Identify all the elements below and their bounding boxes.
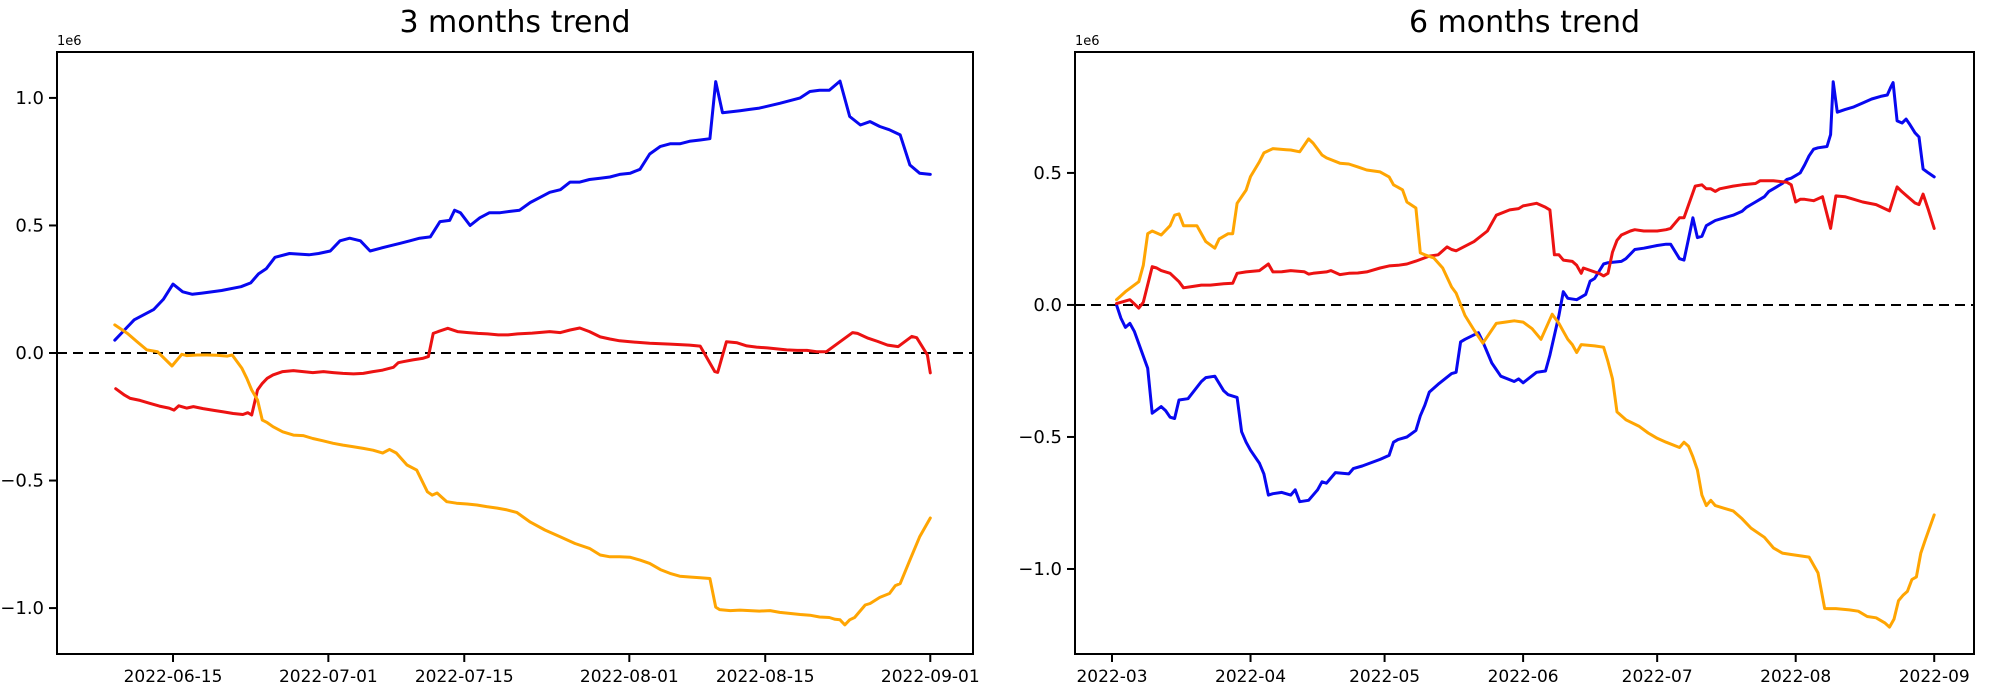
y-tick-label: −0.5: [0, 471, 44, 492]
axes-6-months: 2022-03 2022-04 2022-05 2022-06 2022-07 2022-…: [1018, 51, 1975, 687]
x-tick-label: 2022-09: [1899, 667, 1970, 687]
x-tick-label: 2022-09-01: [881, 667, 980, 687]
chart-title-3-months: 3 months trend: [399, 5, 631, 40]
series-red-line: [1115, 179, 1936, 310]
y-tick-label: 0.0: [15, 343, 44, 364]
y-tick-label: 1.0: [15, 88, 44, 109]
y-tick-label: −1.0: [0, 598, 44, 619]
x-tick-label: 2022-06: [1488, 667, 1559, 687]
axes-frame: [1074, 51, 1975, 655]
y-axis-offset-label-left: 1e6: [57, 34, 82, 49]
series-blue-line: [1115, 80, 1936, 504]
axes-frame: [56, 51, 974, 655]
series-orange-line: [113, 323, 932, 627]
x-tick-label: 2022-03: [1076, 667, 1147, 687]
y-tick-label: 0.0: [1033, 295, 1062, 316]
series-red-line: [114, 326, 932, 417]
x-tick-label: 2022-06-15: [124, 667, 223, 687]
x-tick-label: 2022-07: [1622, 667, 1693, 687]
x-tick-label: 2022-05: [1349, 667, 1420, 687]
x-tick-label: 2022-07-01: [279, 667, 378, 687]
x-tick-label: 2022-04: [1215, 667, 1286, 687]
series-orange-line: [1115, 137, 1936, 629]
x-tick-label: 2022-07-15: [415, 667, 514, 687]
y-tick-label: 0.5: [1033, 163, 1062, 184]
x-tick-label: 2022-08-01: [580, 667, 679, 687]
y-tick-label: −1.0: [1018, 559, 1062, 580]
y-axis-offset-label-right: 1e6: [1075, 34, 1100, 49]
x-tick-label: 2022-08-15: [716, 667, 815, 687]
chart-title-6-months: 6 months trend: [1408, 5, 1641, 40]
y-tick-label: 0.5: [15, 215, 44, 236]
series-blue-line: [113, 79, 932, 342]
x-tick-label: 2022-08: [1760, 667, 1831, 687]
axes-3-months: 2022-06-15 2022-07-01 2022-07-15 2022-08-01…: [0, 51, 980, 687]
y-tick-label: −0.5: [1018, 427, 1062, 448]
